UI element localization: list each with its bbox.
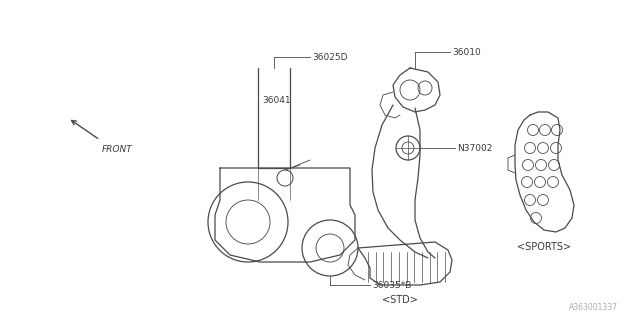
Text: 36035*B: 36035*B (372, 281, 412, 290)
Text: FRONT: FRONT (102, 145, 132, 154)
Text: N37002: N37002 (457, 143, 492, 153)
Text: 36025D: 36025D (312, 52, 348, 61)
Text: 36010: 36010 (452, 47, 481, 57)
Text: <STD>: <STD> (382, 295, 418, 305)
Circle shape (208, 182, 288, 262)
Text: A363001337: A363001337 (569, 303, 618, 312)
Text: 36041: 36041 (262, 95, 291, 105)
Circle shape (302, 220, 358, 276)
Text: <SPORTS>: <SPORTS> (517, 242, 571, 252)
Circle shape (396, 136, 420, 160)
